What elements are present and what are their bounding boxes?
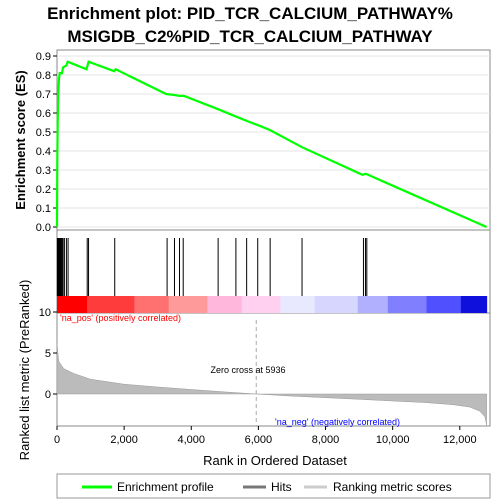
legend-es-label: Enrichment profile <box>117 480 214 494</box>
color-bar-segment <box>387 296 427 313</box>
pos-correlated-label: 'na_pos' (positively correlated) <box>60 313 181 323</box>
es-y-tick-label: 0.3 <box>36 165 51 177</box>
chart-title-line2: MSIGDB_C2%PID_TCR_CALCIUM_PATHWAY <box>67 27 433 46</box>
es-y-tick-label: 0.2 <box>36 184 51 196</box>
es-y-axis-label: Enrichment score (ES) <box>13 70 28 209</box>
color-bar-segment <box>57 296 88 313</box>
x-tick-label: 8,000 <box>312 434 340 446</box>
es-y-tick-label: 0.6 <box>36 108 51 120</box>
x-tick-label: 0 <box>54 434 60 446</box>
es-y-tick-label: 0.4 <box>36 146 51 158</box>
metric-area-path <box>56 343 487 426</box>
x-tick-label: 10,000 <box>376 434 410 446</box>
es-y-tick-label: 0.7 <box>36 89 51 101</box>
es-y-tick-label: 0.0 <box>36 222 51 234</box>
es-grid <box>57 55 490 228</box>
color-bar-segment <box>314 296 359 313</box>
neg-correlated-label: 'na_neg' (negatively correlated) <box>275 417 400 427</box>
metric-y-tick-label: 10 <box>39 307 51 319</box>
metric-y-tick-label: 5 <box>45 348 51 360</box>
color-bar-segment <box>168 296 208 313</box>
enrichment-line-group <box>55 60 488 229</box>
zero-cross-label: Zero cross at 5936 <box>210 365 285 375</box>
es-y-tick-label: 0.9 <box>36 51 51 63</box>
x-tick-label: 2,000 <box>110 434 138 446</box>
metric-area <box>56 343 487 426</box>
ranking-color-bar <box>57 296 488 313</box>
legend-metric-label: Ranking metric scores <box>333 480 452 494</box>
x-ticks: 0 2,000 4,000 6,000 8,000 10,000 12,000 <box>54 426 477 446</box>
x-tick-label: 4,000 <box>177 434 205 446</box>
es-y-tick-label: 0.8 <box>36 70 51 82</box>
x-tick-label: 6,000 <box>245 434 273 446</box>
es-y-tick-label: 0.1 <box>36 203 51 215</box>
legend-hits-label: Hits <box>271 480 292 494</box>
legend: Enrichment profile Hits Ranking metric s… <box>56 473 491 499</box>
es-y-ticks: 0.0 0.1 0.2 0.3 0.4 0.5 0.6 0.7 0.8 0.9 <box>36 51 57 234</box>
hits-track <box>56 238 368 296</box>
es-y-tick-label: 0.5 <box>36 127 51 139</box>
color-bar-segment <box>207 296 243 313</box>
color-bar-segment <box>426 296 462 313</box>
metric-y-axis-label: Ranked list metric (PreRanked) <box>17 280 32 461</box>
x-axis-label: Rank in Ordered Dataset <box>203 453 347 468</box>
x-tick-label: 12,000 <box>443 434 477 446</box>
color-bar-segment <box>87 296 135 313</box>
metric-y-tick-label: 0 <box>45 389 51 401</box>
color-bar-segment <box>134 296 170 313</box>
es-panel-frame <box>56 49 491 231</box>
legend-box <box>56 473 491 499</box>
metric-y-ticks: 0 5 10 <box>39 307 57 401</box>
color-bar-segment <box>241 296 281 313</box>
enrichment-profile-line <box>55 60 488 229</box>
color-bar-segment <box>280 296 316 313</box>
chart-title-line1: Enrichment plot: PID_TCR_CALCIUM_PATHWAY… <box>47 4 453 23</box>
color-bar-segment <box>460 296 488 313</box>
color-bar-segment <box>357 296 389 313</box>
